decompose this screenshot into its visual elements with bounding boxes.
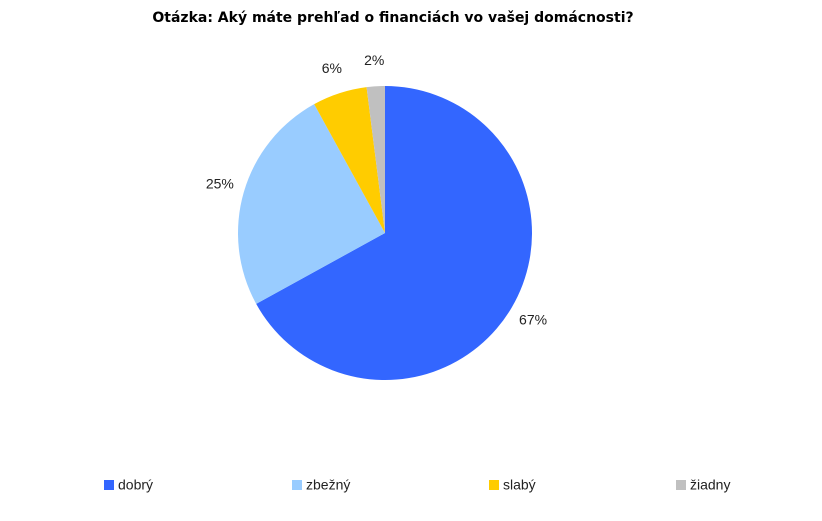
- legend-swatch: [292, 480, 302, 490]
- data-label: 25%: [206, 176, 234, 192]
- chart-title: Otázka: Aký máte prehľad o financiách vo…: [152, 10, 633, 26]
- pie-slice: [237, 104, 385, 304]
- legend-swatch: [104, 480, 114, 490]
- pie-slice: [314, 87, 385, 233]
- pie-slice: [256, 86, 533, 380]
- data-label: 2%: [364, 52, 384, 68]
- pie-slice: [366, 86, 385, 233]
- data-label: 67%: [519, 311, 547, 327]
- legend-swatch: [489, 480, 499, 490]
- legend-label: dobrý: [118, 477, 153, 493]
- legend-label: žiadny: [690, 477, 730, 493]
- data-label: 6%: [322, 60, 342, 76]
- legend-label: zbežný: [306, 477, 350, 493]
- legend-label: slabý: [503, 477, 536, 493]
- legend-swatch: [676, 480, 686, 490]
